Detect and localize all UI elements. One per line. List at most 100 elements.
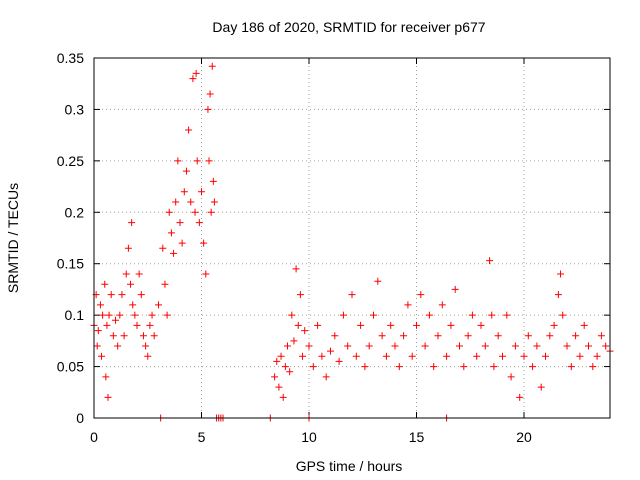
data-point <box>344 342 352 350</box>
data-point <box>327 347 334 355</box>
data-point <box>488 311 496 319</box>
data-point <box>128 219 136 227</box>
chart-title: Day 186 of 2020, SRMTID for receiver p67… <box>212 19 485 35</box>
data-point <box>464 332 472 340</box>
data-point <box>148 311 156 319</box>
data-point <box>481 342 489 350</box>
data-point <box>352 352 360 360</box>
data-point <box>286 368 294 376</box>
data-point <box>451 285 459 293</box>
data-point <box>296 291 304 299</box>
data-point <box>107 291 115 299</box>
x-tick-label: 15 <box>409 429 425 445</box>
axis-ticks: 0 0.05 0.1 0.15 0.2 0.25 0.3 0.35 0 5 10 15 20 <box>57 50 610 445</box>
data-point <box>93 342 101 350</box>
data-point <box>206 90 214 98</box>
data-point <box>576 352 584 360</box>
data-point <box>150 332 158 340</box>
data-point <box>127 280 135 288</box>
data-point <box>391 342 399 350</box>
x-axis-label: GPS time / hours <box>296 458 403 474</box>
y-tick-label: 0.05 <box>57 359 84 375</box>
data-point <box>284 342 291 350</box>
data-point <box>589 363 597 371</box>
data-point <box>507 373 515 381</box>
data-point <box>438 301 446 309</box>
y-axis-label: SRMTID / TECUs <box>5 183 21 293</box>
data-point <box>116 311 124 319</box>
data-point <box>537 383 545 391</box>
data-point <box>417 291 425 299</box>
data-point <box>597 332 605 340</box>
y-tick-label: 0.1 <box>65 307 85 323</box>
data-point <box>318 352 326 360</box>
data-point <box>104 393 112 401</box>
data-point <box>193 157 201 165</box>
data-point <box>294 321 302 329</box>
data-point <box>202 270 210 278</box>
data-point <box>195 219 203 227</box>
data-point <box>593 352 601 360</box>
x-tick-label: 20 <box>516 429 532 445</box>
data-point <box>486 257 494 265</box>
data-point <box>103 321 111 329</box>
data-point <box>292 265 300 273</box>
data-point <box>96 301 104 309</box>
data-point <box>357 321 365 329</box>
x-tick-label: 5 <box>198 429 206 445</box>
data-point <box>112 316 119 324</box>
data-point <box>314 321 322 329</box>
data-point <box>430 363 438 371</box>
data-point <box>511 342 519 350</box>
data-point <box>207 208 215 216</box>
data-point <box>339 311 347 319</box>
data-point <box>120 332 128 340</box>
data-point <box>305 342 313 350</box>
data-point <box>387 321 395 329</box>
data-point <box>161 280 169 288</box>
data-point <box>135 270 143 278</box>
y-tick-label: 0.35 <box>57 50 84 66</box>
y-tick-label: 0.15 <box>57 256 84 272</box>
data-point <box>129 301 137 309</box>
data-point <box>382 352 390 360</box>
data-point <box>114 342 122 350</box>
data-point <box>273 357 281 365</box>
data-point <box>204 105 212 113</box>
data-point <box>205 157 213 165</box>
data-point <box>172 198 180 206</box>
data-point <box>144 352 152 360</box>
data-point <box>443 352 451 360</box>
x-tick-label: 0 <box>90 429 98 445</box>
data-point <box>209 177 217 185</box>
data-point <box>408 352 416 360</box>
data-point <box>131 311 139 319</box>
data-point <box>331 332 339 340</box>
data-point <box>187 198 195 206</box>
data-point <box>421 342 429 350</box>
data-point <box>105 311 113 319</box>
data-point <box>133 321 141 329</box>
data-point <box>335 357 343 365</box>
data-point <box>98 352 106 360</box>
data-point <box>503 311 511 319</box>
data-point <box>365 342 373 350</box>
data-point <box>94 327 102 335</box>
data-point <box>118 291 126 299</box>
y-tick-label: 0.2 <box>65 204 85 220</box>
data-point <box>288 311 296 319</box>
data-point <box>185 126 193 134</box>
data-point <box>165 208 173 216</box>
data-point <box>554 291 562 299</box>
data-point <box>189 75 197 83</box>
data-point <box>413 321 420 329</box>
data-point <box>473 352 481 360</box>
data-points <box>90 62 614 422</box>
data-point <box>378 332 386 340</box>
data-point <box>167 229 175 237</box>
data-point <box>580 321 588 329</box>
data-point <box>124 244 132 252</box>
data-point <box>550 321 558 329</box>
data-point <box>142 342 150 350</box>
